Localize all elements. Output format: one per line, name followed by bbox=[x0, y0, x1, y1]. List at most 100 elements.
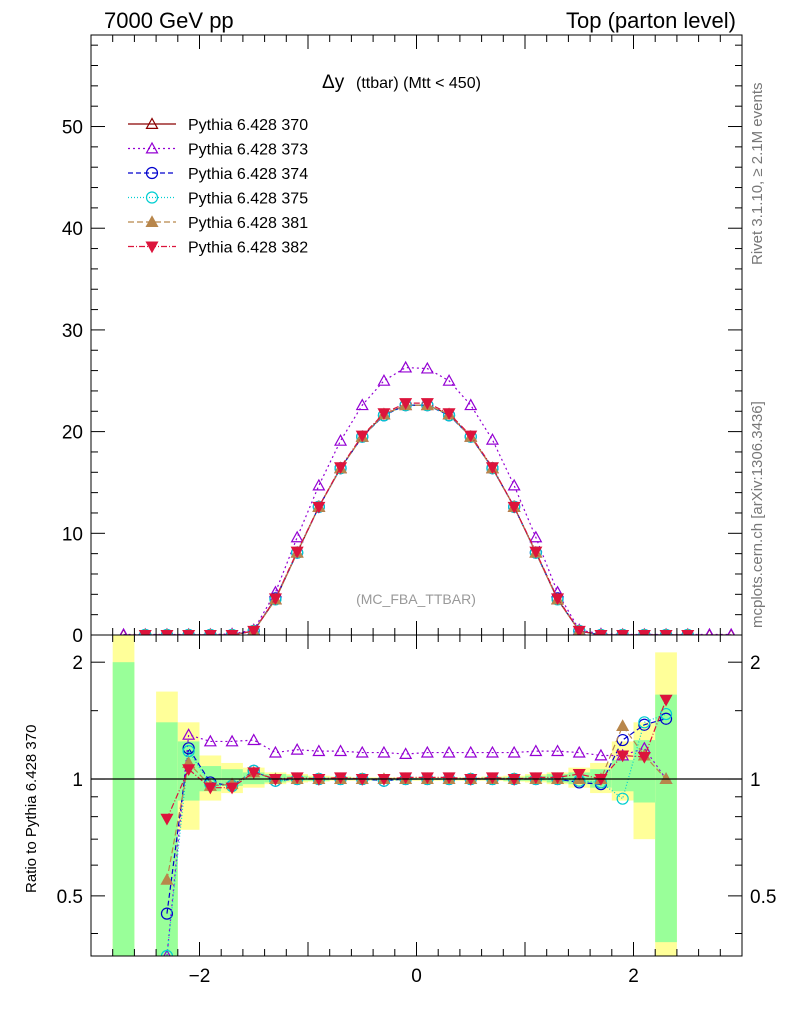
ratio-ytick-label-right: 0.5 bbox=[750, 887, 776, 908]
legend-label: Pythia 6.428 375 bbox=[188, 191, 308, 208]
main-point bbox=[420, 398, 434, 410]
chart-title-sub: (ttbar) (Mtt < 450) bbox=[356, 75, 481, 92]
main-point bbox=[485, 462, 499, 474]
ratio-line bbox=[166, 713, 667, 956]
chart-title-main: Δy bbox=[322, 72, 345, 93]
xtick-label: 0 bbox=[411, 966, 422, 987]
ratio-point bbox=[203, 782, 217, 795]
ratio-point bbox=[507, 745, 521, 758]
main-point bbox=[119, 627, 128, 635]
ratio-point bbox=[551, 772, 565, 785]
ratio-series-375 bbox=[160, 707, 673, 956]
band-green bbox=[611, 759, 634, 792]
chart-watermark: (MC_FBA_TTBAR) bbox=[356, 591, 476, 607]
main-point bbox=[616, 629, 630, 635]
main-point bbox=[442, 374, 456, 386]
main-point bbox=[182, 629, 196, 635]
ratio-line bbox=[166, 699, 667, 820]
ratio-series-group bbox=[160, 694, 673, 956]
legend-item: Pythia 6.428 374 bbox=[128, 166, 308, 183]
main-point bbox=[268, 593, 282, 606]
ratio-point bbox=[160, 907, 174, 920]
ratio-point bbox=[247, 767, 261, 780]
main-point bbox=[247, 625, 261, 635]
ratio-point bbox=[334, 772, 348, 785]
main-point bbox=[290, 546, 304, 559]
legend-swatch-marker bbox=[145, 117, 159, 129]
ratio-point bbox=[399, 772, 413, 785]
band-green bbox=[655, 694, 677, 943]
main-point bbox=[334, 434, 348, 446]
main-ytick-label: 40 bbox=[62, 219, 83, 240]
main-ytick-label: 30 bbox=[62, 321, 83, 342]
main-point bbox=[637, 629, 651, 635]
ratio-point bbox=[659, 712, 673, 725]
main-point bbox=[572, 625, 586, 635]
ratio-point bbox=[485, 772, 499, 785]
main-point bbox=[399, 360, 413, 373]
main-point bbox=[203, 629, 217, 635]
main-point bbox=[529, 546, 543, 559]
ratio-point bbox=[485, 745, 499, 758]
ratio-point bbox=[616, 792, 629, 805]
band-green bbox=[633, 740, 656, 803]
ratio-point bbox=[572, 769, 586, 781]
band-green bbox=[156, 722, 178, 956]
ratio-point bbox=[529, 744, 543, 757]
main-point bbox=[507, 501, 521, 514]
ratio-point bbox=[616, 750, 630, 763]
main-point bbox=[464, 398, 478, 411]
legend-swatch-marker bbox=[145, 166, 159, 180]
main-point bbox=[355, 430, 369, 443]
xtick-label: −2 bbox=[189, 966, 211, 987]
ratio-line bbox=[166, 718, 667, 914]
legend-swatch-marker bbox=[145, 141, 159, 154]
main-point bbox=[399, 398, 413, 410]
main-point bbox=[551, 593, 565, 606]
ratio-line bbox=[166, 724, 667, 880]
ratio-point bbox=[160, 949, 174, 956]
ratio-point bbox=[464, 745, 478, 758]
ratio-ytick-label: 2 bbox=[72, 653, 83, 674]
main-point bbox=[464, 430, 478, 443]
main-point bbox=[681, 629, 695, 635]
band-green bbox=[112, 662, 135, 956]
main-point bbox=[334, 462, 348, 474]
main-point bbox=[507, 478, 521, 491]
main-point bbox=[160, 629, 174, 635]
ratio-ytick-label-right: 1 bbox=[750, 770, 761, 791]
ratio-point bbox=[225, 782, 239, 795]
ratio-ylabel: Ratio to Pythia 6.428 370 bbox=[23, 725, 40, 893]
ratio-point bbox=[355, 745, 369, 758]
ratio-series-381 bbox=[160, 719, 673, 885]
legend-item: Pythia 6.428 373 bbox=[128, 142, 308, 159]
legend-swatch-marker bbox=[145, 241, 159, 254]
main-line bbox=[123, 366, 732, 635]
xtick-label: 2 bbox=[628, 966, 639, 987]
ratio-point bbox=[420, 772, 434, 785]
ratio-point bbox=[290, 742, 304, 755]
ratio-point bbox=[160, 873, 174, 885]
legend-swatch-marker bbox=[145, 191, 159, 204]
ratio-ytick-label-right: 2 bbox=[750, 653, 761, 674]
legend-item: Pythia 6.428 375 bbox=[128, 191, 308, 208]
ratio-point bbox=[182, 742, 195, 755]
ratio-point bbox=[442, 772, 456, 785]
main-point bbox=[312, 478, 326, 491]
ratio-point bbox=[334, 744, 348, 757]
side-label-rivet: Rivet 3.1.10, ≥ 2.1M events bbox=[749, 83, 766, 266]
main-point bbox=[705, 627, 714, 635]
side-label-mcplots: mcplots.cern.ch [arXiv:1306.3436] bbox=[749, 401, 766, 628]
main-point bbox=[138, 629, 152, 635]
ratio-point bbox=[551, 744, 565, 757]
main-point bbox=[355, 398, 369, 411]
main-point bbox=[377, 374, 391, 386]
ratio-uncertainty-bands bbox=[112, 635, 677, 956]
ratio-point bbox=[290, 772, 304, 785]
main-point bbox=[659, 629, 673, 635]
legend-swatch-marker bbox=[145, 215, 159, 227]
main-series-382 bbox=[138, 398, 695, 635]
main-point bbox=[420, 361, 434, 374]
